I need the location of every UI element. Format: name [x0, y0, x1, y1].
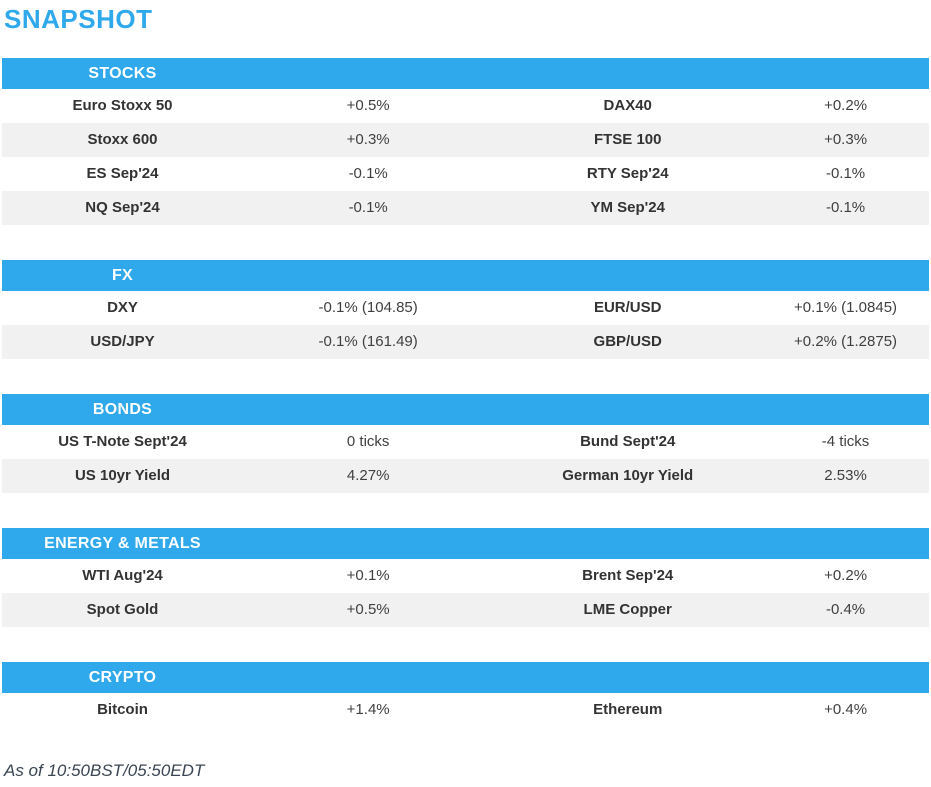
- instrument-label: German 10yr Yield: [562, 467, 694, 484]
- instrument-value: +0.2%: [824, 567, 868, 584]
- instrument-label: Bitcoin: [97, 701, 148, 718]
- section-fx: FX DXY -0.1% (104.85) EUR/USD +0.1% (1.0…: [2, 260, 929, 359]
- instrument-label: Bund Sept'24: [580, 433, 676, 450]
- instrument-label: US 10yr Yield: [74, 467, 171, 484]
- section-title: FX: [111, 267, 134, 284]
- instrument-label: Ethereum: [593, 701, 663, 718]
- table-row: WTI Aug'24 +0.1% Brent Sep'24 +0.2%: [2, 559, 929, 593]
- instrument-value: +0.2% (1.2875): [794, 333, 898, 350]
- table-row: DXY -0.1% (104.85) EUR/USD +0.1% (1.0845…: [2, 291, 929, 325]
- instrument-value: -0.1%: [825, 165, 866, 182]
- instrument-label: DXY: [107, 299, 138, 316]
- instrument-label: ES Sep'24: [86, 165, 159, 182]
- instrument-label: NQ Sep'24: [85, 199, 160, 216]
- instrument-value: +0.1% (1.0845): [794, 299, 898, 316]
- section-header-energy-metals: ENERGY & METALS: [2, 528, 929, 559]
- section-rows: WTI Aug'24 +0.1% Brent Sep'24 +0.2% Spot…: [2, 559, 929, 627]
- instrument-value: +0.1%: [346, 567, 390, 584]
- instrument-value: -0.1%: [825, 199, 866, 216]
- table-row: Euro Stoxx 50 +0.5% DAX40 +0.2%: [2, 89, 929, 123]
- instrument-label: RTY Sep'24: [586, 165, 669, 182]
- instrument-value: +0.3%: [824, 131, 868, 148]
- instrument-value: +0.5%: [346, 601, 390, 618]
- section-title: BONDS: [92, 401, 153, 418]
- instrument-value: -0.1% (161.49): [318, 333, 418, 350]
- table-row: US 10yr Yield 4.27% German 10yr Yield 2.…: [2, 459, 929, 493]
- table-row: USD/JPY -0.1% (161.49) GBP/USD +0.2% (1.…: [2, 325, 929, 359]
- table-row: Stoxx 600 +0.3% FTSE 100 +0.3%: [2, 123, 929, 157]
- section-bonds: BONDS US T-Note Sept'24 0 ticks Bund Sep…: [2, 394, 929, 493]
- section-energy-metals: ENERGY & METALS WTI Aug'24 +0.1% Brent S…: [2, 528, 929, 627]
- instrument-value: -0.1%: [348, 165, 388, 182]
- instrument-label: Spot Gold: [86, 601, 159, 618]
- instrument-value: -4 ticks: [821, 433, 870, 450]
- section-header-stocks: STOCKS: [2, 58, 929, 89]
- table-row: Spot Gold +0.5% LME Copper -0.4%: [2, 593, 929, 627]
- instrument-label: LME Copper: [583, 601, 672, 618]
- instrument-value: +0.5%: [346, 97, 390, 114]
- instrument-label: Stoxx 600: [87, 131, 158, 148]
- section-title: CRYPTO: [88, 669, 157, 686]
- timestamp: As of 10:50BST/05:50EDT: [4, 761, 205, 780]
- section-header-crypto: CRYPTO: [2, 662, 929, 693]
- section-title: ENERGY & METALS: [44, 535, 201, 552]
- instrument-value: +0.2%: [824, 97, 868, 114]
- instrument-label: USD/JPY: [90, 333, 155, 350]
- section-header-bonds: BONDS: [2, 394, 929, 425]
- instrument-value: +0.4%: [824, 701, 868, 718]
- table-row: ES Sep'24 -0.1% RTY Sep'24 -0.1%: [2, 157, 929, 191]
- table-row: US T-Note Sept'24 0 ticks Bund Sept'24 -…: [2, 425, 929, 459]
- instrument-value: -0.4%: [825, 601, 866, 618]
- instrument-label: EUR/USD: [593, 299, 662, 316]
- instrument-value: 4.27%: [346, 467, 390, 484]
- instrument-label: US T-Note Sept'24: [58, 433, 187, 450]
- instrument-label: Euro Stoxx 50: [72, 97, 173, 114]
- section-header-fx: FX: [2, 260, 929, 291]
- instrument-label: YM Sep'24: [590, 199, 665, 216]
- instrument-label: WTI Aug'24: [82, 567, 163, 584]
- section-rows: US T-Note Sept'24 0 ticks Bund Sept'24 -…: [2, 425, 929, 493]
- section-crypto: CRYPTO Bitcoin +1.4% Ethereum +0.4%: [2, 662, 929, 727]
- instrument-value: +0.3%: [346, 131, 390, 148]
- instrument-label: Brent Sep'24: [582, 567, 674, 584]
- instrument-value: 0 ticks: [346, 433, 390, 450]
- page-title: SNAPSHOT: [4, 4, 153, 34]
- instrument-label: GBP/USD: [593, 333, 662, 350]
- instrument-value: -0.1% (104.85): [318, 299, 418, 316]
- section-rows: Euro Stoxx 50 +0.5% DAX40 +0.2% Stoxx 60…: [2, 89, 929, 225]
- table-row: NQ Sep'24 -0.1% YM Sep'24 -0.1%: [2, 191, 929, 225]
- instrument-value: 2.53%: [824, 467, 867, 484]
- section-rows: Bitcoin +1.4% Ethereum +0.4%: [2, 693, 929, 727]
- table-row: Bitcoin +1.4% Ethereum +0.4%: [2, 693, 929, 727]
- instrument-value: +1.4%: [346, 701, 390, 718]
- instrument-value: -0.1%: [348, 199, 388, 216]
- section-stocks: STOCKS Euro Stoxx 50 +0.5% DAX40 +0.2% S…: [2, 58, 929, 225]
- instrument-label: DAX40: [603, 97, 652, 114]
- section-rows: DXY -0.1% (104.85) EUR/USD +0.1% (1.0845…: [2, 291, 929, 359]
- instrument-label: FTSE 100: [593, 131, 662, 148]
- section-title: STOCKS: [88, 65, 157, 82]
